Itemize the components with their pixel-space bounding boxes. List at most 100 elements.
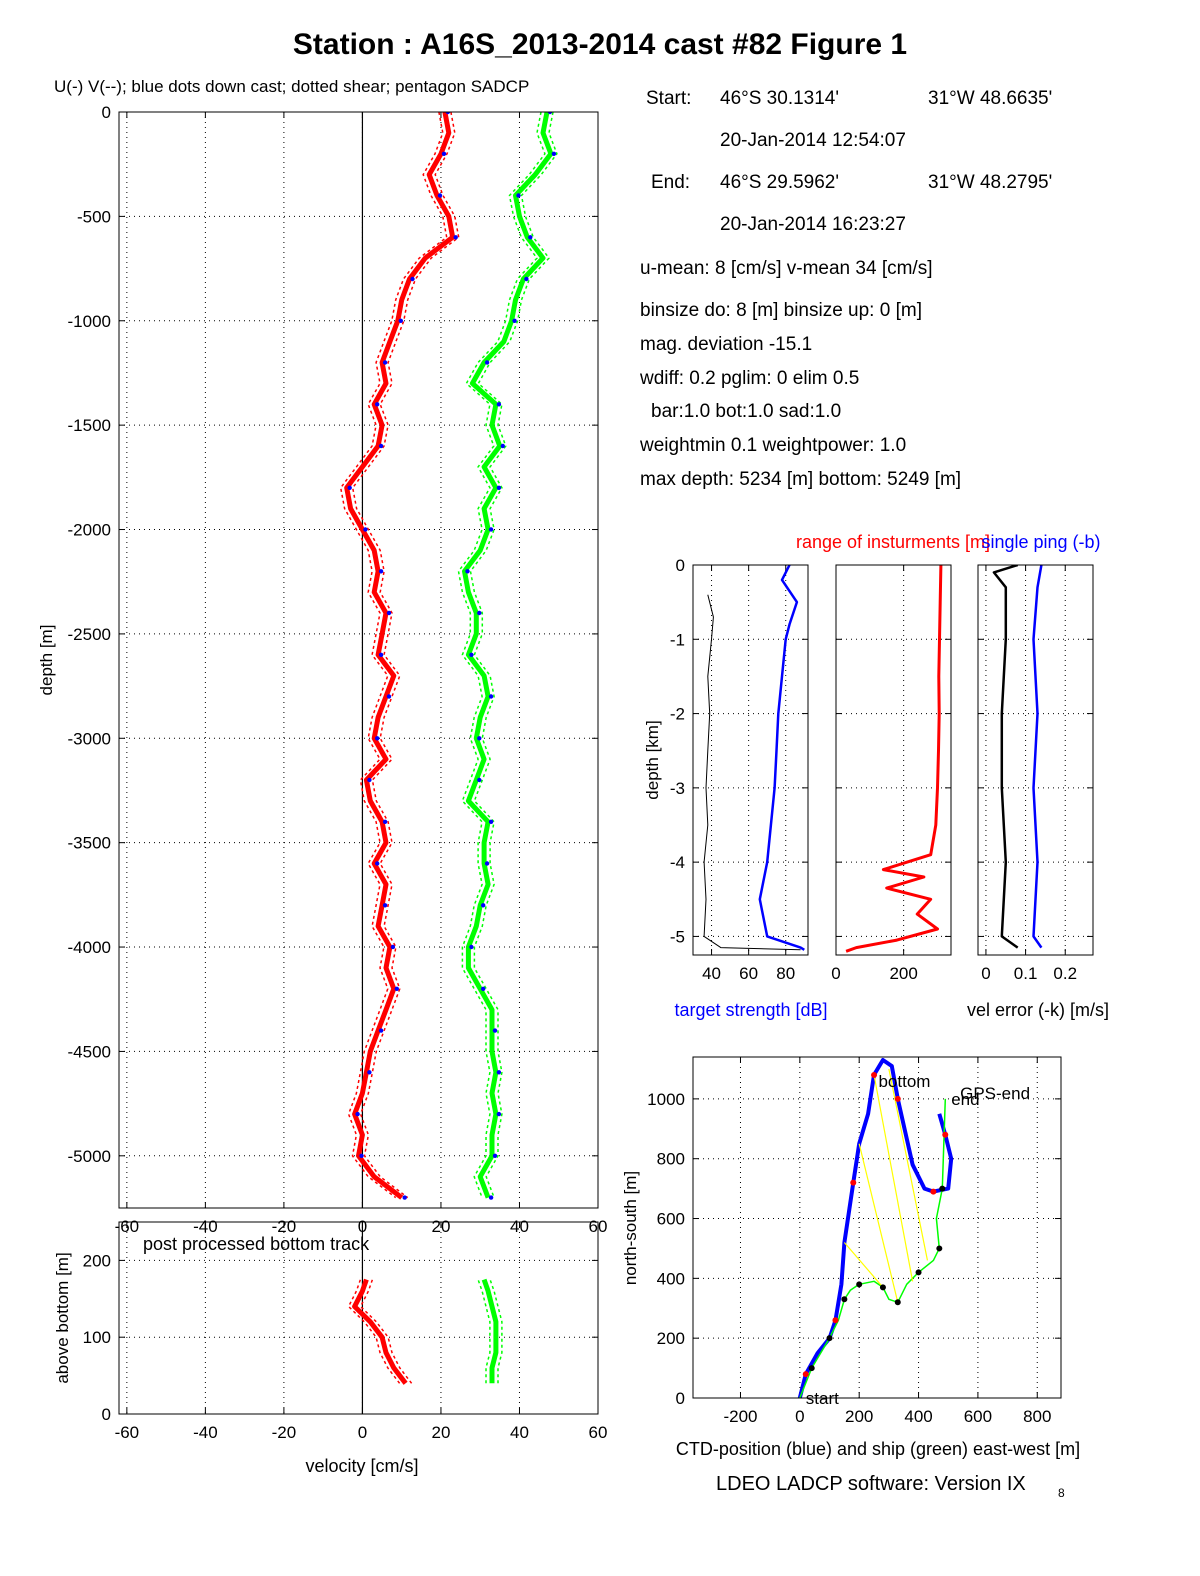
- downcast-dot: [496, 402, 502, 407]
- chart-target-strength: [692, 564, 809, 956]
- y-tick-label: 200: [657, 1329, 685, 1348]
- ship-marker: [915, 1269, 922, 1276]
- y-tick-label: 0: [102, 1405, 111, 1424]
- mean-velocity: u-mean: 8 [cm/s] v-mean 34 [cm/s]: [640, 258, 933, 279]
- y-tick-label: -2: [670, 705, 685, 724]
- downcast-dot: [375, 861, 380, 866]
- weight-params: weightmin 0.1 weightpower: 1.0: [640, 435, 907, 456]
- y-tick-label: 100: [83, 1328, 111, 1347]
- y-tick-label: -4500: [68, 1042, 111, 1061]
- start-lon: 31°W 48.6635': [928, 88, 1053, 109]
- velocity-xlabel: velocity [cm/s]: [305, 1456, 418, 1476]
- y-tick-label: 0: [676, 556, 685, 575]
- velocity-ylabel: depth [m]: [37, 625, 56, 696]
- ship-marker: [936, 1245, 943, 1252]
- connector-line: [873, 1074, 914, 1282]
- downcast-dot: [437, 193, 443, 198]
- chart-instrument-range: [835, 564, 952, 956]
- x-tick-label: -20: [272, 1423, 297, 1442]
- downcast-dot: [524, 276, 529, 282]
- downcast-dot: [469, 652, 474, 657]
- ship-marker: [808, 1365, 815, 1372]
- series-line-CTD: [797, 1058, 954, 1398]
- series-line-0: [992, 565, 1019, 949]
- ctd-marker: [871, 1071, 878, 1078]
- series-group: [347, 1278, 503, 1385]
- downcast-dot: [347, 485, 352, 490]
- series-envelope-U: [351, 112, 460, 1199]
- connector-line: [858, 1143, 899, 1303]
- x-tick-label: 20: [431, 1423, 450, 1442]
- y-tick-label: -4000: [68, 938, 111, 957]
- series-envelope-V: [489, 1279, 503, 1384]
- chart-bottom-track: [118, 1221, 599, 1415]
- downcast-dot: [378, 569, 384, 574]
- ctd-marker: [802, 1371, 809, 1378]
- downcast-dot: [465, 569, 470, 574]
- plot-frame: [692, 564, 809, 956]
- y-tick-label: 200: [83, 1251, 111, 1270]
- ctd-marker: [942, 1131, 949, 1138]
- series-envelope-U: [339, 112, 448, 1199]
- position-xlabel: CTD-position (blue) and ship (green) eas…: [676, 1439, 1080, 1459]
- vel-error-xlabel: vel error (-k) [m/s]: [967, 1000, 1109, 1020]
- bottom-track-ylabel: above bottom [m]: [53, 1252, 72, 1383]
- downcast-dot: [496, 485, 502, 490]
- x-tick-label: 60: [739, 964, 758, 983]
- y-tick-label: -3: [670, 779, 685, 798]
- downcast-dot: [516, 193, 521, 198]
- downcast-dot: [386, 694, 392, 699]
- series-envelope-U: [347, 1279, 401, 1384]
- vel-error-title: single ping (-b): [981, 532, 1100, 552]
- x-tick-label: -60: [115, 1423, 140, 1442]
- y-tick-label: -3500: [68, 834, 111, 853]
- end-time: 20-Jan-2014 16:23:27: [720, 214, 906, 235]
- x-tick-label: 800: [1023, 1407, 1051, 1426]
- downcast-dot: [481, 986, 486, 991]
- ctd-marker: [894, 1095, 901, 1102]
- series-group: [992, 565, 1043, 949]
- downcast-dot: [453, 235, 458, 240]
- y-tick-label: -2500: [68, 625, 111, 644]
- downcast-dot: [382, 819, 388, 824]
- downcast-dot: [367, 777, 372, 783]
- series-group: [797, 1058, 954, 1398]
- position-ylabel: north-south [m]: [621, 1171, 640, 1285]
- y-tick-label: 600: [657, 1210, 685, 1229]
- x-tick-label: 60: [589, 1423, 608, 1442]
- series-envelope-V: [457, 112, 546, 1198]
- plot-frame: [835, 564, 952, 956]
- downcast-dot: [477, 610, 482, 616]
- annotation-bottom: bottom: [878, 1072, 930, 1091]
- x-tick-label: 40: [510, 1423, 529, 1442]
- x-tick-label: 600: [964, 1407, 992, 1426]
- series-envelope-V: [469, 112, 558, 1198]
- end-lon: 31°W 48.2795': [928, 172, 1053, 193]
- ship-marker: [841, 1296, 848, 1303]
- mag-deviation: mag. deviation -15.1: [640, 334, 813, 355]
- downcast-dot: [547, 112, 553, 115]
- x-tick-label: 80: [776, 964, 795, 983]
- downcast-dot: [528, 235, 533, 240]
- ctd-marker: [850, 1179, 857, 1186]
- series-line-U: [352, 1278, 408, 1385]
- downcast-dot: [359, 1153, 364, 1159]
- ship-marker: [856, 1281, 863, 1288]
- bar-params: bar:1.0 bot:1.0 sad:1.0: [651, 401, 842, 422]
- x-tick-label: 200: [889, 964, 917, 983]
- downcast-dot: [496, 1111, 502, 1117]
- downcast-dot: [355, 1111, 360, 1117]
- binsize: binsize do: 8 [m] binsize up: 0 [m]: [640, 300, 922, 321]
- end-label: End:: [651, 172, 691, 193]
- y-tick-label: 0: [676, 1389, 685, 1408]
- chart-velocity-profile: [118, 111, 599, 1209]
- downcast-dot: [375, 736, 380, 741]
- downcast-dot: [512, 318, 517, 323]
- series-line-0: [845, 565, 943, 953]
- y-tick-label: -500: [77, 207, 111, 226]
- downcast-dot: [477, 736, 482, 741]
- series-group: [339, 112, 558, 1200]
- downcast-dot: [382, 903, 388, 908]
- series-line-V: [481, 1278, 499, 1384]
- y-tick-label: -5: [670, 927, 685, 946]
